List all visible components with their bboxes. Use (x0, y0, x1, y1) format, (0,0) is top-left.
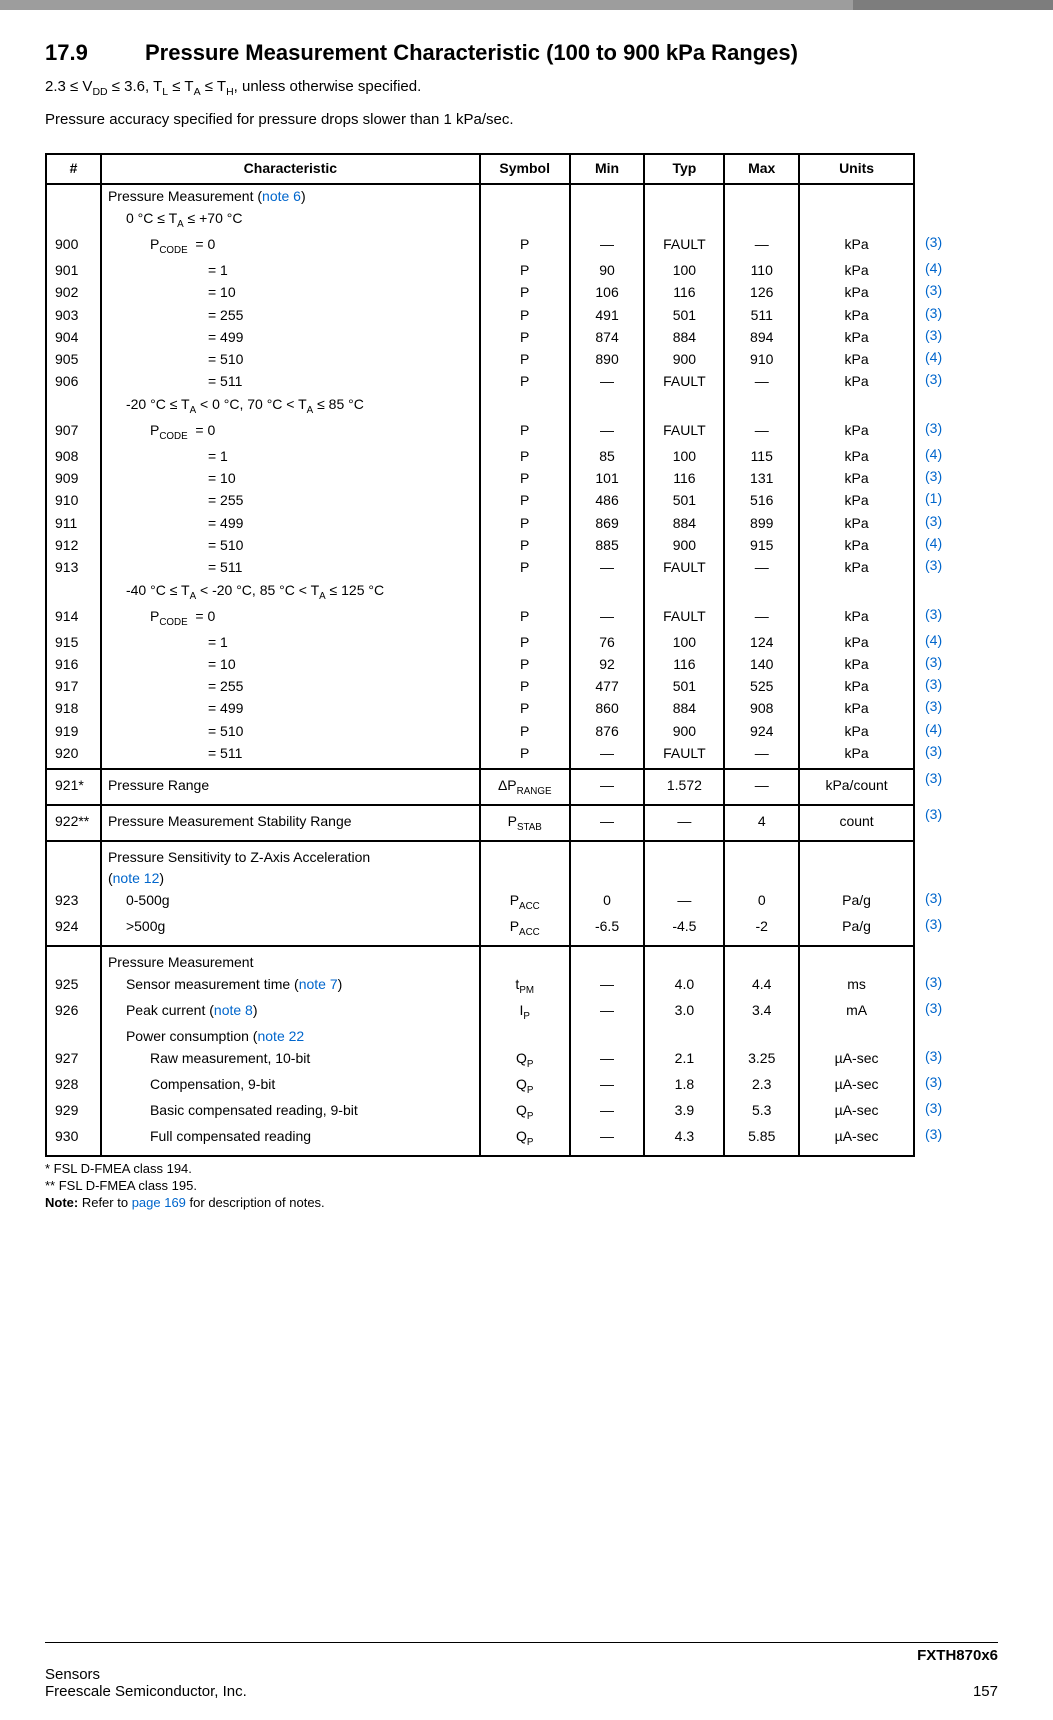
col-units: Units (799, 154, 914, 183)
ref-note: (4) (925, 535, 942, 551)
col-sym: Symbol (480, 154, 570, 183)
table-row: 929Basic compensated reading, 9-bitQP—3.… (46, 1099, 914, 1125)
table-row: 906= 511P—FAULT—kPa (46, 370, 914, 392)
ref-note: (3) (925, 513, 942, 529)
footnote-2: ** FSL D-FMEA class 195. (45, 1178, 998, 1195)
table-row: 917= 255P477501525kPa (46, 675, 914, 697)
accuracy-line: Pressure accuracy specified for pressure… (45, 109, 998, 132)
footnotes-block: * FSL D-FMEA class 194. ** FSL D-FMEA cl… (45, 1161, 998, 1212)
footer-product: FXTH870x6 (45, 1647, 998, 1664)
section-header: 17.9 Pressure Measurement Characteristic… (45, 40, 998, 66)
table-row: 912= 510P885900915kPa (46, 534, 914, 556)
ref-note: (3) (925, 890, 942, 906)
table-row: Pressure Measurement (note 6) (46, 184, 914, 207)
ref-note: (3) (925, 1048, 942, 1064)
col-typ: Typ (644, 154, 724, 183)
table-row: 905= 510P890900910kPa (46, 348, 914, 370)
table-row: 901= 1P90100110kPa (46, 259, 914, 281)
col-min: Min (570, 154, 645, 183)
table-row: 913= 511P—FAULT—kPa (46, 556, 914, 578)
ref-note: (3) (925, 234, 942, 250)
table-row: 914PCODE = 0P—FAULT—kPa (46, 605, 914, 631)
section-number: 17.9 (45, 40, 145, 66)
ref-note: (3) (925, 1074, 942, 1090)
ref-note: (3) (925, 916, 942, 932)
col-char: Characteristic (101, 154, 480, 183)
ref-note: (3) (925, 606, 942, 622)
table-row: Pressure Measurement (46, 946, 914, 973)
page-footer: FXTH870x6 Sensors Freescale Semiconducto… (45, 1642, 998, 1700)
table-row: 0 °C ≤ TA ≤ +70 °C (46, 207, 914, 233)
table-row: 904= 499P874884894kPa (46, 326, 914, 348)
ref-note: (3) (925, 305, 942, 321)
footnote-3: Note: Refer to page 169 for description … (45, 1195, 998, 1212)
ref-note: (3) (925, 420, 942, 436)
footer-left-2: Freescale Semiconductor, Inc. (45, 1683, 247, 1700)
table-row: 908= 1P85100115kPa (46, 445, 914, 467)
footnote-1: * FSL D-FMEA class 194. (45, 1161, 998, 1178)
ref-note: (3) (925, 1100, 942, 1116)
ref-note: (4) (925, 349, 942, 365)
ref-note: (4) (925, 260, 942, 276)
ref-note: (3) (925, 1000, 942, 1016)
table-row: 930Full compensated readingQP—4.35.85µA-… (46, 1125, 914, 1156)
ref-note: (3) (925, 371, 942, 387)
table-row: -40 °C ≤ TA < -20 °C, 85 °C < TA ≤ 125 °… (46, 579, 914, 605)
ref-note: (3) (925, 974, 942, 990)
table-row: 915= 1P76100124kPa (46, 631, 914, 653)
table-row: 918= 499P860884908kPa (46, 697, 914, 719)
ref-note: (3) (925, 654, 942, 670)
table-row: 916= 10P92116140kPa (46, 653, 914, 675)
table-row: 910= 255P486501516kPa (46, 489, 914, 511)
table-row: 920= 511P—FAULT—kPa (46, 742, 914, 769)
ref-note: (4) (925, 632, 942, 648)
table-row: 924>500gPACC-6.5-4.5-2Pa/g (46, 915, 914, 946)
ref-note: (3) (925, 557, 942, 573)
table-row: 925Sensor measurement time (note 7)tPM—4… (46, 973, 914, 999)
table-row: 909= 10P101116131kPa (46, 467, 914, 489)
ref-note: (3) (925, 806, 942, 822)
ref-note: (3) (925, 327, 942, 343)
ref-note: (1) (925, 490, 942, 506)
table-row: 9230-500gPACC0—0Pa/g (46, 889, 914, 915)
table-row: 928Compensation, 9-bitQP—1.82.3µA-sec (46, 1073, 914, 1099)
table-header-row: # Characteristic Symbol Min Typ Max Unit… (46, 154, 914, 183)
ref-note: (4) (925, 721, 942, 737)
footer-page-number: 157 (973, 1683, 998, 1700)
table-row: 907PCODE = 0P—FAULT—kPa (46, 419, 914, 445)
ref-note: (4) (925, 446, 942, 462)
condition-line: 2.3 ≤ VDD ≤ 3.6, TL ≤ TA ≤ TH, unless ot… (45, 76, 998, 101)
col-max: Max (724, 154, 799, 183)
table-row: 926Peak current (note 8)IP—3.03.4mA (46, 999, 914, 1025)
table-row: 927Raw measurement, 10-bitQP—2.13.25µA-s… (46, 1047, 914, 1073)
table-row: 921*Pressure RangeΔPRANGE—1.572—kPa/coun… (46, 769, 914, 805)
top-grey-bar (0, 0, 1053, 10)
ref-note: (3) (925, 468, 942, 484)
ref-note: (3) (925, 1126, 942, 1142)
ref-note: (3) (925, 770, 942, 786)
ref-note: (3) (925, 698, 942, 714)
table-row: 903= 255P491501511kPa (46, 304, 914, 326)
top-grey-bar-dark (853, 0, 1053, 10)
table-row: 911= 499P869884899kPa (46, 512, 914, 534)
table-row: Pressure Sensitivity to Z-Axis Accelerat… (46, 841, 914, 889)
ref-note: (3) (925, 676, 942, 692)
ref-note: (3) (925, 743, 942, 759)
table-row: 922**Pressure Measurement Stability Rang… (46, 805, 914, 841)
table-row: 900PCODE = 0P—FAULT—kPa (46, 233, 914, 259)
section-title: Pressure Measurement Characteristic (100… (145, 40, 798, 66)
table-row: -20 °C ≤ TA < 0 °C, 70 °C < TA ≤ 85 °C (46, 393, 914, 419)
spec-table: # Characteristic Symbol Min Typ Max Unit… (45, 153, 915, 1157)
table-row: Power consumption (note 22 (46, 1025, 914, 1047)
ref-note: (3) (925, 282, 942, 298)
footer-left-1: Sensors (45, 1666, 247, 1683)
table-row: 919= 510P876900924kPa (46, 720, 914, 742)
table-row: 902= 10P106116126kPa (46, 281, 914, 303)
col-num: # (46, 154, 101, 183)
